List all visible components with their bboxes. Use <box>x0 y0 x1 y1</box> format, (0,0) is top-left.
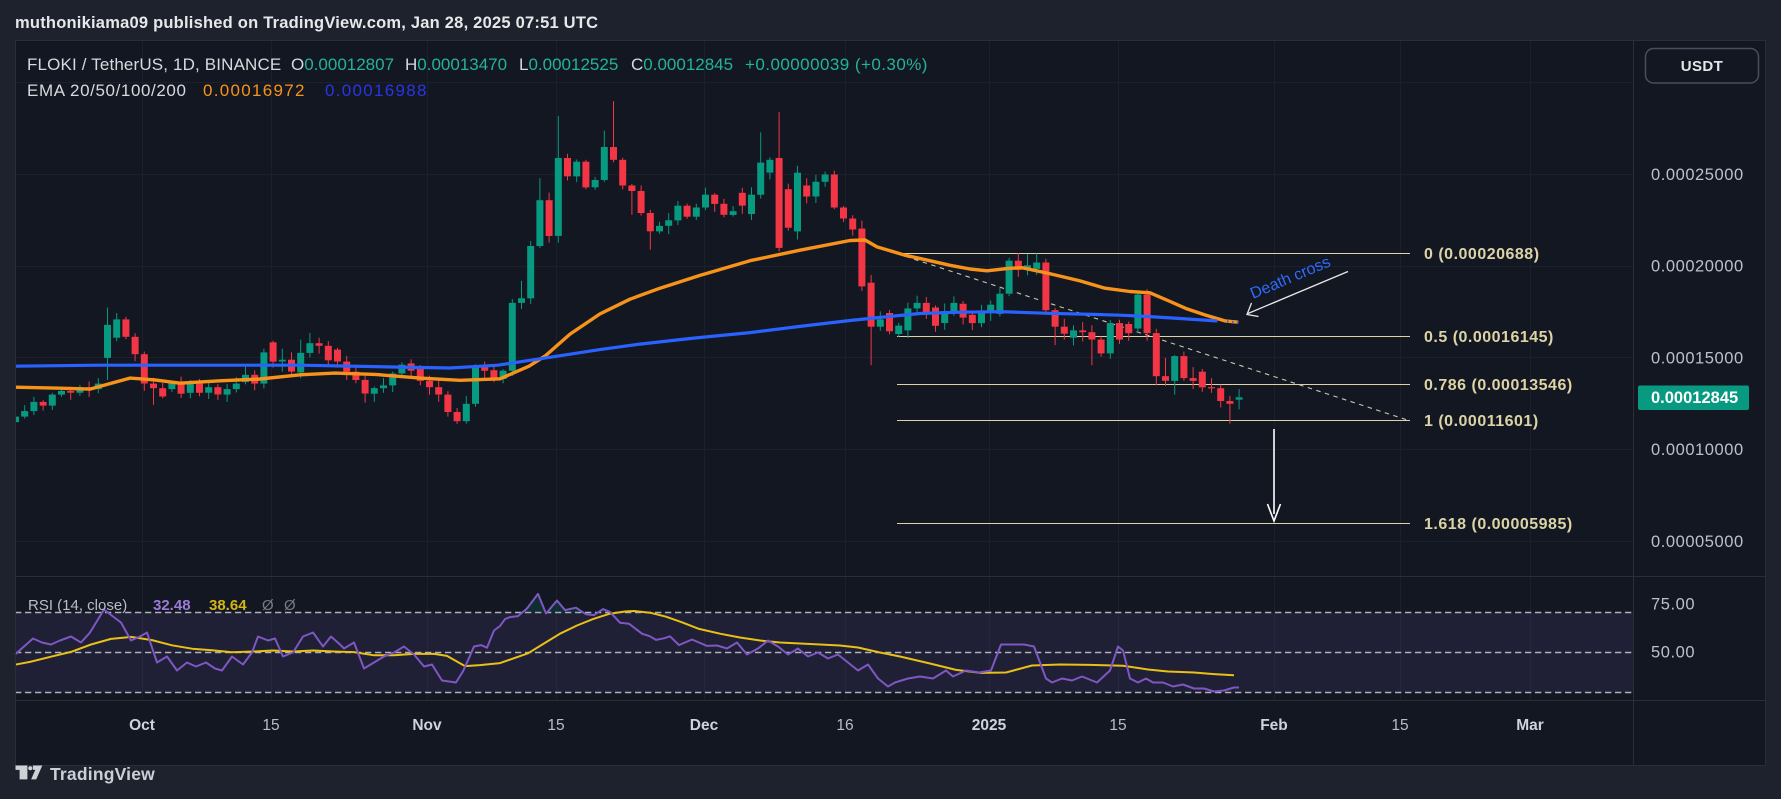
svg-text:O0.00012807: O0.00012807 <box>291 55 394 74</box>
svg-text:16: 16 <box>836 717 853 734</box>
svg-text:0.00015000: 0.00015000 <box>1651 349 1744 367</box>
svg-text:32.48: 32.48 <box>153 597 191 614</box>
svg-text:0.5 (0.00016145): 0.5 (0.00016145) <box>1424 329 1554 346</box>
svg-text:75.00: 75.00 <box>1651 596 1695 614</box>
svg-text:0.786 (0.00013546): 0.786 (0.00013546) <box>1424 377 1573 394</box>
svg-text:15: 15 <box>1109 717 1126 734</box>
svg-text:L0.00012525: L0.00012525 <box>519 55 618 74</box>
svg-text:1.618 (0.00005985): 1.618 (0.00005985) <box>1424 516 1573 533</box>
svg-text:FLOKI / TetherUS, 1D, BINANCE: FLOKI / TetherUS, 1D, BINANCE <box>27 55 281 74</box>
svg-text:0.00016972: 0.00016972 <box>203 81 306 100</box>
svg-text:Mar: Mar <box>1516 717 1544 734</box>
svg-text:2025: 2025 <box>972 717 1007 734</box>
svg-text:15: 15 <box>1391 717 1408 734</box>
svg-text:1 (0.00011601): 1 (0.00011601) <box>1424 413 1539 430</box>
svg-text:0.00012845: 0.00012845 <box>1651 389 1738 407</box>
svg-text:Oct: Oct <box>129 717 155 734</box>
svg-text:H0.00013470: H0.00013470 <box>405 55 507 74</box>
svg-text:Dec: Dec <box>690 717 719 734</box>
svg-text:USDT: USDT <box>1681 58 1723 75</box>
svg-text:0.00010000: 0.00010000 <box>1651 441 1744 459</box>
svg-text:TradingView: TradingView <box>50 764 155 784</box>
svg-text:0.00020000: 0.00020000 <box>1651 258 1744 276</box>
svg-text:15: 15 <box>262 717 279 734</box>
svg-text:muthonikiama09 published on Tr: muthonikiama09 published on TradingView.… <box>15 14 598 32</box>
svg-text:C0.00012845: C0.00012845 <box>631 55 733 74</box>
svg-text:Feb: Feb <box>1260 717 1288 734</box>
svg-text:50.00: 50.00 <box>1651 644 1695 662</box>
svg-text:RSI (14, close): RSI (14, close) <box>28 597 127 614</box>
svg-text:+0.00000039 (+0.30%): +0.00000039 (+0.30%) <box>745 55 928 74</box>
svg-text:Ø: Ø <box>284 597 296 614</box>
svg-text:0.00005000: 0.00005000 <box>1651 533 1744 551</box>
svg-text:Ø: Ø <box>262 597 274 614</box>
svg-text:Nov: Nov <box>412 717 442 734</box>
svg-text:0.00025000: 0.00025000 <box>1651 166 1744 184</box>
svg-text:38.64: 38.64 <box>209 597 247 614</box>
svg-text:15: 15 <box>547 717 564 734</box>
svg-text:EMA 20/50/100/200: EMA 20/50/100/200 <box>27 81 187 100</box>
svg-text:0 (0.00020688): 0 (0.00020688) <box>1424 246 1540 263</box>
svg-text:0.00016988: 0.00016988 <box>325 81 428 100</box>
